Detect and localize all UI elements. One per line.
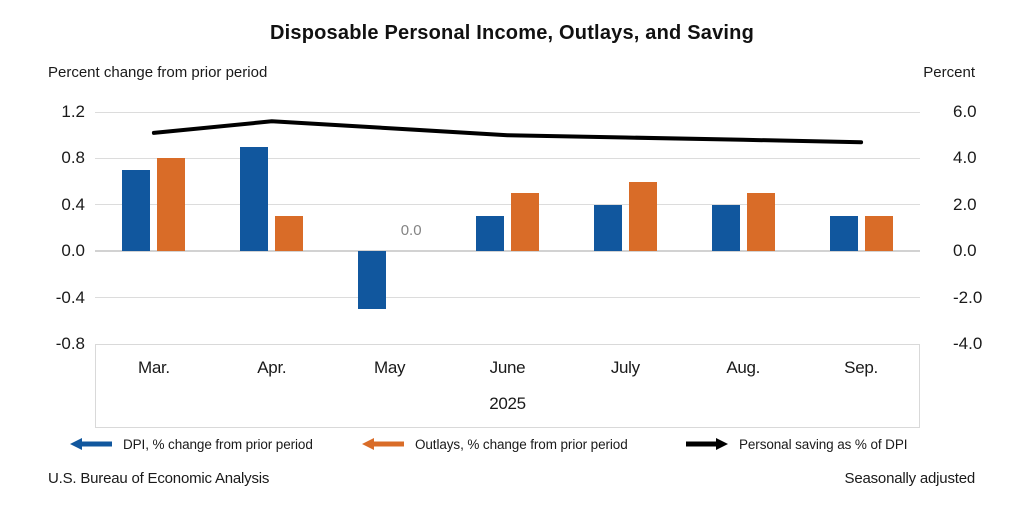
month-label-Aug: Aug. xyxy=(726,358,761,377)
outlays-bar-Mar xyxy=(157,158,186,252)
left-axis-tick: 0.0 xyxy=(61,241,85,261)
saving-rate-polyline xyxy=(151,119,864,145)
month-label-Mar: Mar. xyxy=(137,358,170,377)
right-axis-tick: 4.0 xyxy=(953,148,977,168)
left-axis-tick: 0.8 xyxy=(61,148,85,168)
month-label-May: May xyxy=(374,358,406,377)
dpi-bar-Aug xyxy=(711,204,740,252)
zero-gridline xyxy=(95,250,920,253)
chart-title: Disposable Personal Income, Outlays, and… xyxy=(270,22,754,44)
month-label-June: June xyxy=(489,358,526,377)
dpi-bar-July xyxy=(593,204,622,252)
legend-item-saving: Personal saving as % of DPI xyxy=(686,432,907,456)
right-axis-title: Percent xyxy=(923,64,975,81)
seasonal-adjustment-note: Seasonally adjusted xyxy=(844,470,976,487)
left-axis-tick: -0.4 xyxy=(55,287,85,307)
dpi-left-arrow-icon xyxy=(70,438,112,450)
legend-item-dpi: DPI, % change from prior period xyxy=(70,432,313,456)
source-attribution: U.S. Bureau of Economic Analysis xyxy=(48,470,270,487)
outlays-bar-Apr xyxy=(275,216,304,252)
left-axis-tick: -0.8 xyxy=(55,334,85,353)
outlays-bar-July xyxy=(628,181,657,252)
right-axis-tick: -4.0 xyxy=(953,334,983,353)
month-label-Apr: Apr. xyxy=(257,358,287,377)
dpi-bar-June xyxy=(476,216,504,252)
outlays-left-arrow-icon xyxy=(362,438,404,450)
dpi-bar-Mar xyxy=(122,170,151,252)
outlays-bar-Sep xyxy=(864,216,893,252)
outlays-bar-June xyxy=(511,193,539,252)
left-axis-tick: 0.4 xyxy=(61,194,85,214)
outlays-bar-Aug xyxy=(746,193,775,252)
x-axis-label-box xyxy=(95,344,920,428)
gridline xyxy=(95,204,920,206)
left-axis-tick: 1.2 xyxy=(61,102,85,121)
legend-label-saving: Personal saving as % of DPI xyxy=(739,436,908,452)
dpi-bar-May xyxy=(358,251,387,310)
dpi-bar-Sep xyxy=(829,216,858,252)
left-axis-title: Percent change from prior period xyxy=(48,64,268,81)
right-axis-tick: -2.0 xyxy=(953,287,983,307)
right-axis-tick: 6.0 xyxy=(953,102,977,121)
month-label-Sep: Sep. xyxy=(844,358,878,377)
saving-right-arrow-icon xyxy=(686,438,728,450)
gridline xyxy=(95,297,920,299)
x-axis-year-label: 2025 xyxy=(489,394,526,413)
legend-item-outlays: Outlays, % change from prior period xyxy=(362,432,628,456)
dpi-bar-Apr xyxy=(240,146,269,252)
gridline xyxy=(95,111,920,113)
legend-label-outlays: Outlays, % change from prior period xyxy=(415,436,628,452)
right-axis-tick: 2.0 xyxy=(953,194,977,214)
month-label-July: July xyxy=(610,358,640,377)
gridline xyxy=(95,157,920,159)
may-outlays-zero-label: 0.0 xyxy=(400,222,422,240)
right-axis-tick: 0.0 xyxy=(953,241,977,261)
legend-label-dpi: DPI, % change from prior period xyxy=(123,436,313,452)
